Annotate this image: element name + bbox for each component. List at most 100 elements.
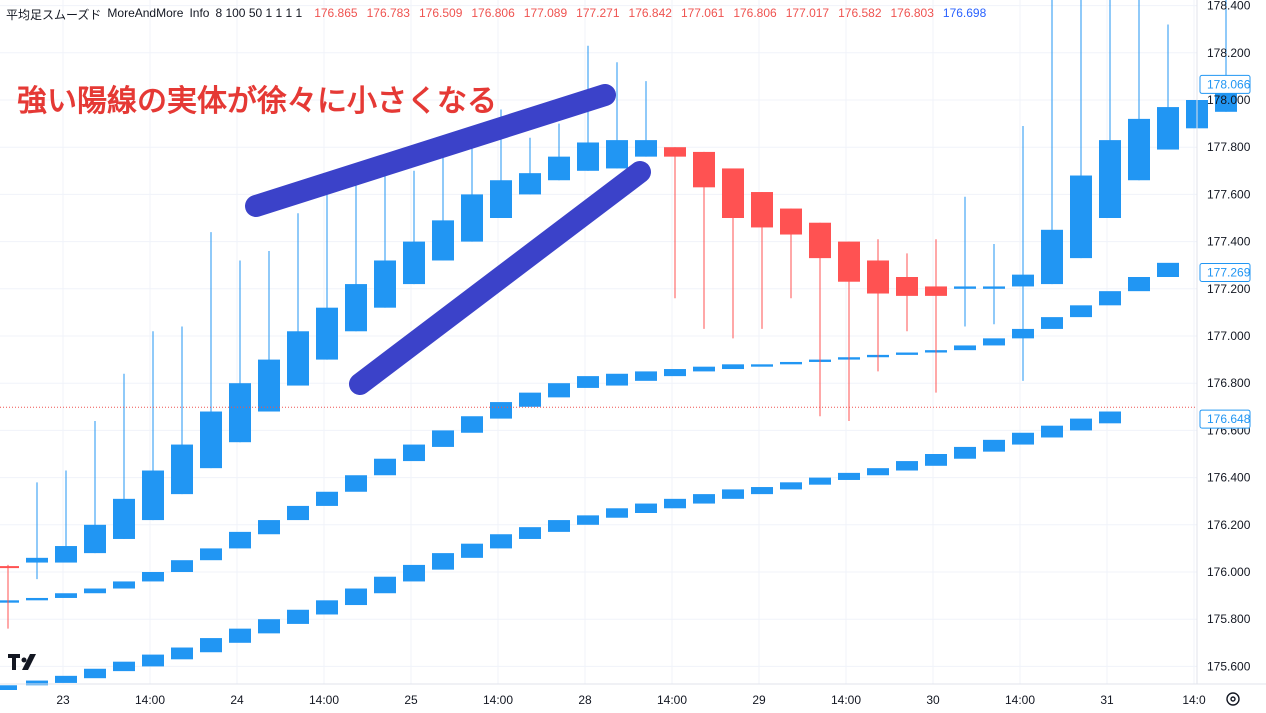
middle-band-bar	[316, 491, 338, 506]
middle-band-bar	[490, 402, 512, 419]
price-label-text: 176.648	[1207, 412, 1251, 426]
middle-band-bar	[693, 366, 715, 372]
indicator-values: 176.865 176.783 176.509 176.806 177.089 177.2…	[314, 6, 986, 23]
time-tick-label: 14:00	[483, 693, 513, 707]
price-tick-label: 176.400	[1207, 471, 1251, 485]
candle-body	[635, 140, 657, 157]
middle-band-bar	[664, 369, 686, 377]
candle-body	[1070, 175, 1092, 259]
time-tick-label: 25	[404, 693, 418, 707]
lower-band-bar	[113, 661, 135, 672]
price-tick-label: 175.600	[1207, 659, 1251, 673]
indicator-value: 177.017	[785, 6, 830, 20]
lower-band-bar	[26, 680, 48, 686]
tradingview-logo-icon[interactable]	[8, 654, 40, 677]
price-tick-label: 175.800	[1207, 612, 1251, 626]
candle-body	[780, 208, 802, 235]
middle-band-bar	[896, 352, 918, 355]
candle-body	[490, 180, 512, 218]
indicator-legend[interactable]: 平均足スムーズド MoreAndMore Info 8 100 50 1 1 1…	[6, 6, 986, 23]
indicator-value: 176.698	[942, 6, 987, 20]
candle-body	[461, 194, 483, 242]
price-tick-label: 178.200	[1207, 46, 1251, 60]
middle-band-bar	[200, 548, 222, 561]
indicator-value: 176.582	[838, 6, 882, 20]
annotation-text: 強い陽線の実体が徐々に小さくなる	[17, 85, 497, 118]
price-tick-label: 178.000	[1207, 93, 1251, 107]
middle-band-bar	[0, 600, 19, 603]
lower-band-bar	[925, 454, 947, 466]
time-tick-label: 29	[752, 693, 766, 707]
middle-band-bar	[345, 475, 367, 492]
price-tick-label: 176.000	[1207, 565, 1251, 579]
middle-band-bar	[722, 364, 744, 370]
candle-body	[548, 156, 570, 181]
price-tick-label: 177.400	[1207, 235, 1251, 249]
lower-band-bar	[1041, 425, 1063, 438]
time-axis[interactable]: 23 14:00 24 14:00 25 14:00 28 14:00 29 14:00 30 14:…	[0, 683, 1266, 707]
lower-band-bar	[693, 494, 715, 504]
candle-body	[374, 260, 396, 308]
candle-body	[1099, 140, 1121, 218]
candle-body	[954, 286, 976, 289]
price-tick-label: 176.200	[1207, 518, 1251, 532]
time-tick-label: 14:00	[309, 693, 339, 707]
lower-band-bar	[954, 446, 976, 459]
candle-body	[1128, 118, 1150, 181]
candle-body	[171, 444, 193, 495]
indicator-name: 平均足スムーズド	[6, 8, 102, 22]
middle-band-bar	[84, 588, 106, 594]
heikin-ashi-series	[0, 0, 1237, 629]
middle-band-bar	[519, 392, 541, 407]
candle-body	[809, 222, 831, 259]
candle-body	[1041, 229, 1063, 285]
lower-band-bar	[1070, 418, 1092, 431]
candle-body	[925, 286, 947, 296]
middle-band-bar	[461, 416, 483, 433]
time-tick-label: 23	[56, 693, 70, 707]
lower-band-bar	[983, 439, 1005, 452]
middle-band-bar	[26, 597, 48, 601]
candle-body	[664, 147, 686, 157]
candle-body	[519, 173, 541, 195]
candle-body	[345, 284, 367, 332]
candle-body	[403, 241, 425, 285]
candle-body	[142, 470, 164, 521]
price-tick-label: 176.800	[1207, 376, 1251, 390]
lower-band-bar	[1099, 411, 1121, 424]
price-tick-label: 178.400	[1207, 0, 1251, 13]
middle-band-bar	[1128, 277, 1150, 292]
lower-band-bar	[461, 543, 483, 558]
middle-band-bar	[780, 361, 802, 365]
annotation-markers	[245, 84, 651, 395]
indicator-value: 176.806	[471, 6, 515, 20]
lower-band-bar	[548, 520, 570, 532]
gear-icon[interactable]	[1224, 690, 1242, 713]
price-label-box	[1199, 263, 1251, 283]
time-tick-label: 30	[926, 693, 940, 707]
lower-band-bar	[287, 609, 309, 624]
middle-band-bar	[606, 373, 628, 386]
lower-band-bar	[606, 508, 628, 518]
middle-band-bar	[374, 458, 396, 476]
middle-band-bar	[983, 338, 1005, 346]
lower-band-bar	[374, 576, 396, 594]
middle-band-bar	[954, 345, 976, 351]
lower-band-bar	[316, 600, 338, 615]
middle-band-bar	[142, 572, 164, 582]
price-labels: 178.066 177.269 176.648	[1199, 74, 1251, 429]
indicator-params: 8 100 50 1 1 1 1	[215, 6, 303, 20]
time-tick-label: 14:00	[831, 693, 861, 707]
indicator-value: 177.061	[680, 6, 725, 20]
lower-band-bar	[490, 534, 512, 549]
price-tick-label: 177.600	[1207, 187, 1251, 201]
grid-lines	[0, 0, 1197, 684]
price-axis[interactable]: 178.400 178.200 178.000 177.800 177.600 177.4…	[1196, 0, 1251, 684]
price-tick-label: 177.200	[1207, 282, 1251, 296]
middle-band-bar	[635, 371, 657, 381]
lower-band-bar	[751, 487, 773, 495]
lower-band-bar	[1012, 432, 1034, 445]
candle-body	[229, 383, 251, 443]
candle-body	[896, 277, 918, 296]
